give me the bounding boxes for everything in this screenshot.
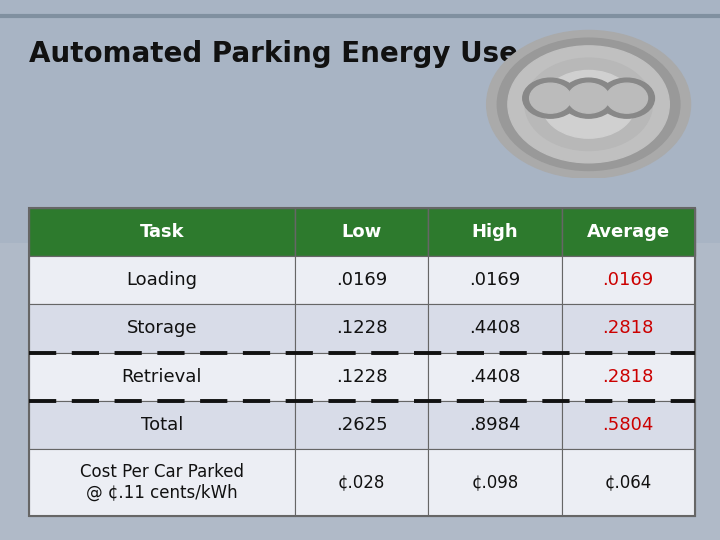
Bar <box>29 256 295 305</box>
Text: ¢.064: ¢.064 <box>605 474 652 491</box>
Text: .2818: .2818 <box>603 368 654 386</box>
Text: Retrieval: Retrieval <box>122 368 202 386</box>
Text: High: High <box>472 223 518 241</box>
Bar <box>428 353 562 401</box>
Text: .2818: .2818 <box>603 320 654 338</box>
Bar <box>0 0 720 243</box>
Circle shape <box>525 58 652 151</box>
Text: ¢.098: ¢.098 <box>472 474 518 491</box>
Bar <box>562 449 695 516</box>
Circle shape <box>523 78 578 118</box>
Text: .0169: .0169 <box>469 271 521 289</box>
Bar <box>295 449 428 516</box>
Text: .0169: .0169 <box>603 271 654 289</box>
Bar <box>29 208 695 516</box>
Circle shape <box>498 38 680 171</box>
Text: Loading: Loading <box>127 271 197 289</box>
Text: .5804: .5804 <box>603 416 654 434</box>
Circle shape <box>568 83 609 113</box>
Bar <box>29 449 295 516</box>
Bar <box>295 208 428 256</box>
Bar <box>428 305 562 353</box>
Text: ¢.028: ¢.028 <box>338 474 385 491</box>
Bar <box>428 256 562 305</box>
Circle shape <box>542 70 635 138</box>
Text: Total: Total <box>141 416 183 434</box>
Bar <box>295 305 428 353</box>
Text: Average: Average <box>587 223 670 241</box>
Text: .4408: .4408 <box>469 368 521 386</box>
Bar <box>295 256 428 305</box>
Text: Storage: Storage <box>127 320 197 338</box>
Bar <box>29 401 295 449</box>
Bar <box>295 353 428 401</box>
Text: .1228: .1228 <box>336 320 387 338</box>
Bar <box>29 208 295 256</box>
Text: Low: Low <box>342 223 382 241</box>
Bar <box>562 353 695 401</box>
Bar <box>562 305 695 353</box>
Bar <box>562 208 695 256</box>
Text: .2625: .2625 <box>336 416 387 434</box>
Text: Cost Per Car Parked
@ ¢.11 cents/kWh: Cost Per Car Parked @ ¢.11 cents/kWh <box>80 463 244 502</box>
Bar <box>29 305 295 353</box>
Circle shape <box>508 46 670 163</box>
Text: Automated Parking Energy Use: Automated Parking Energy Use <box>29 40 518 68</box>
Circle shape <box>530 83 571 113</box>
Circle shape <box>606 83 647 113</box>
Bar <box>0 243 720 540</box>
Circle shape <box>561 78 616 118</box>
Circle shape <box>487 30 690 178</box>
Text: .0169: .0169 <box>336 271 387 289</box>
Bar <box>428 449 562 516</box>
Bar <box>562 256 695 305</box>
Text: Task: Task <box>140 223 184 241</box>
Text: .4408: .4408 <box>469 320 521 338</box>
Circle shape <box>599 78 654 118</box>
Bar <box>562 401 695 449</box>
Text: .1228: .1228 <box>336 368 387 386</box>
Bar <box>295 401 428 449</box>
Bar <box>29 353 295 401</box>
Bar <box>428 401 562 449</box>
Bar <box>428 208 562 256</box>
Text: .8984: .8984 <box>469 416 521 434</box>
